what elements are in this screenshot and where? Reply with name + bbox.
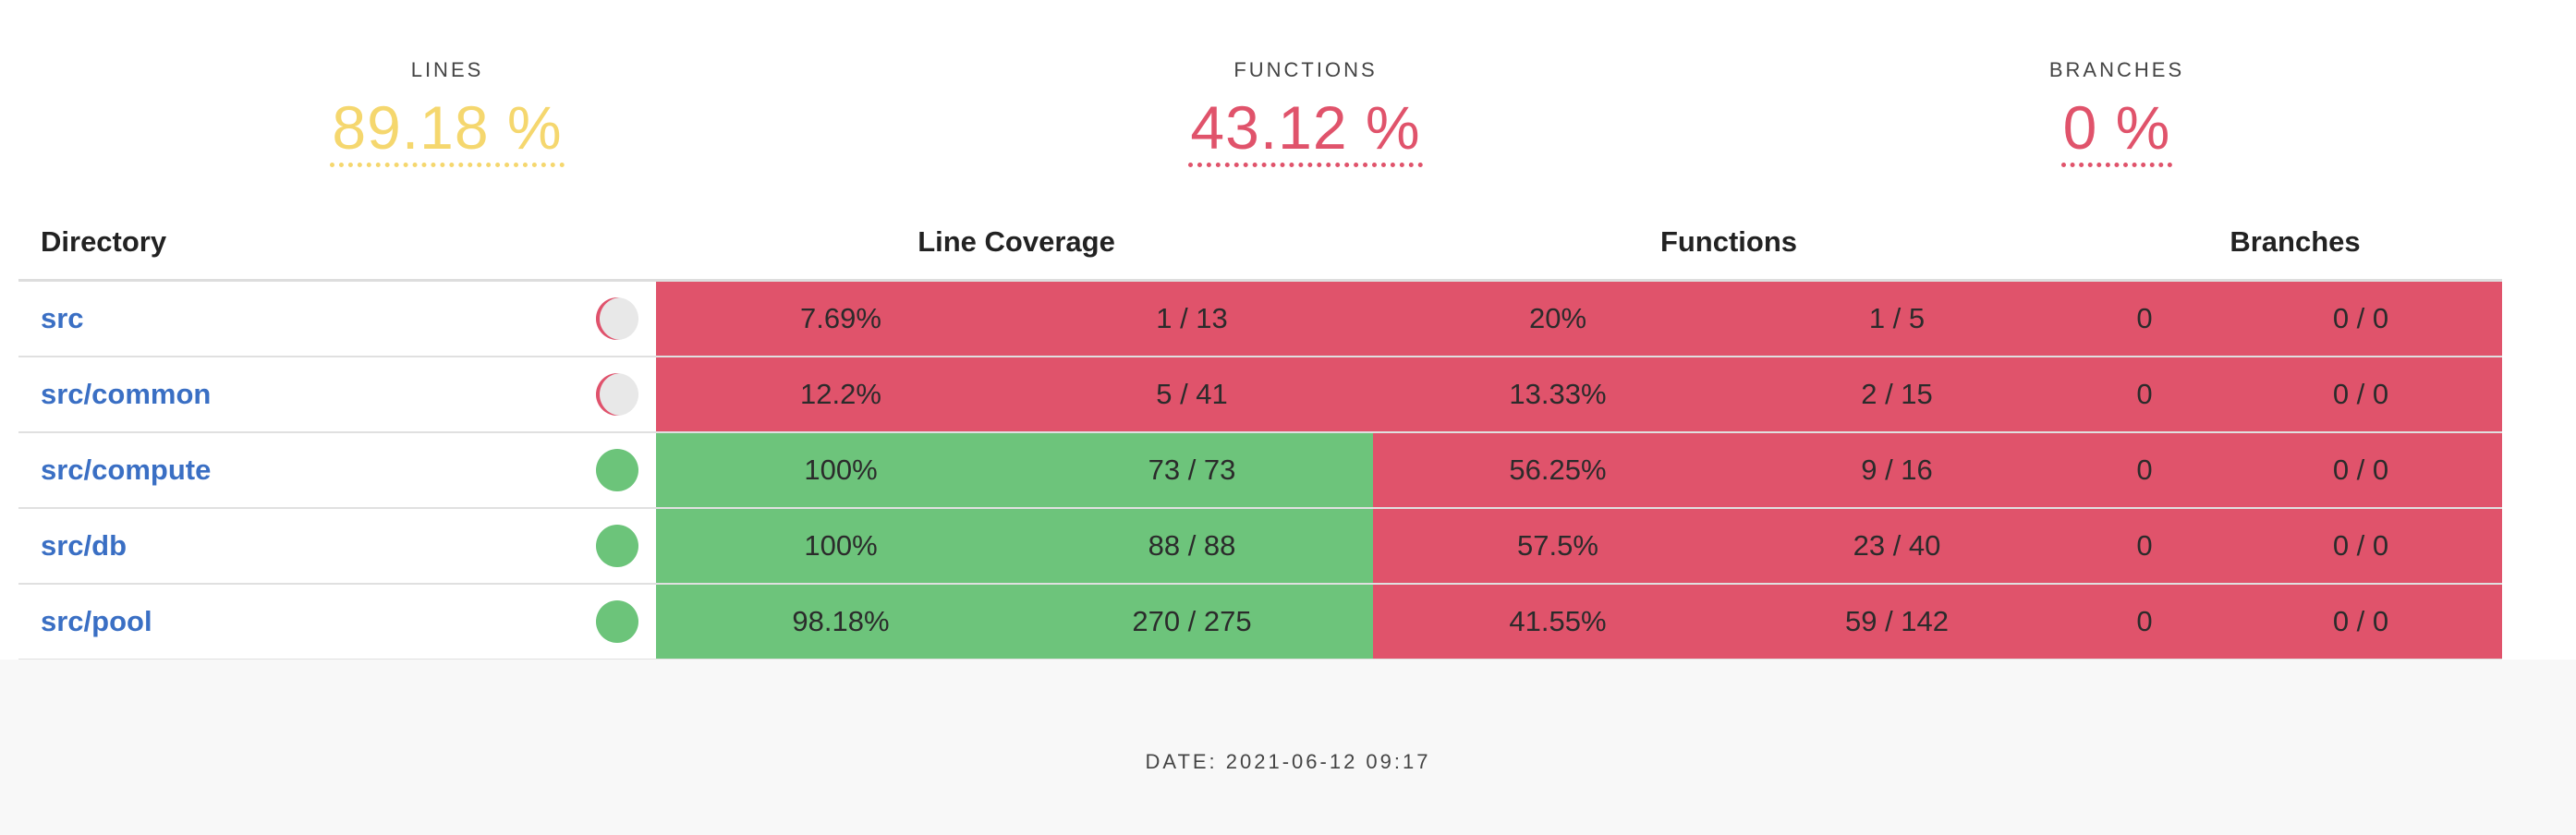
branch-count: 0 / 0 [2332, 605, 2389, 637]
line-percent: 100% [804, 454, 878, 486]
header-line-coverage[interactable]: Line Coverage [917, 225, 1115, 258]
line-coverage-bar [656, 433, 1373, 507]
summary-functions: FUNCTIONS 43.12 % [1112, 57, 1500, 167]
branch-percent: 0 [2136, 378, 2153, 410]
directory-cell: src [18, 282, 656, 356]
header-branches[interactable]: Branches [2230, 225, 2361, 258]
branch-percent: 0 [2136, 529, 2153, 562]
summary-lines-label: LINES [410, 58, 484, 81]
directory-link[interactable]: src/compute [41, 454, 212, 486]
function-count: 9 / 16 [1861, 454, 1933, 486]
table-row: src/compute 100% 73 / 73 56.25% 9 / 16 0… [18, 433, 2502, 509]
line-coverage-bar [656, 509, 1373, 583]
directory-link[interactable]: src/common [41, 378, 212, 410]
line-count: 1 / 13 [1156, 302, 1228, 334]
function-percent: 20% [1528, 302, 1587, 334]
directory-cell: src/compute [18, 433, 656, 507]
line-count: 73 / 73 [1148, 454, 1236, 486]
function-count: 1 / 5 [1868, 302, 1926, 334]
line-percent: 100% [804, 529, 878, 562]
function-percent: 57.5% [1517, 529, 1598, 562]
coverage-table: Directory Line Coverage Functions Branch… [18, 211, 2502, 660]
summary-branches-value[interactable]: 0 % [2060, 92, 2173, 167]
function-count: 23 / 40 [1853, 529, 1941, 562]
table-row: src 7.69% 1 / 13 20% 1 / 5 0 0 / 0 [18, 282, 2502, 357]
function-percent: 13.33% [1509, 378, 1607, 410]
table-header: Directory Line Coverage Functions Branch… [18, 211, 2502, 282]
table-row: src/db 100% 88 / 88 57.5% 23 / 40 0 0 / … [18, 509, 2502, 585]
coverage-pie-icon [596, 373, 638, 416]
function-percent: 56.25% [1509, 454, 1607, 486]
directory-link[interactable]: src/db [41, 529, 128, 562]
line-coverage-bar [656, 357, 1373, 431]
line-count: 5 / 41 [1156, 378, 1228, 410]
line-count: 270 / 275 [1132, 605, 1252, 637]
branch-percent: 0 [2136, 605, 2153, 637]
branch-count: 0 / 0 [2332, 529, 2389, 562]
line-percent: 12.2% [800, 378, 881, 410]
summary-lines-value[interactable]: 89.18 % [330, 92, 565, 167]
summary-branches: BRANCHES 0 % [1923, 57, 2311, 167]
coverage-pie-icon [596, 449, 638, 491]
summary-branches-label: BRANCHES [2048, 58, 2185, 81]
coverage-pie-icon [596, 600, 638, 643]
directory-link[interactable]: src [41, 302, 84, 334]
function-percent: 41.55% [1509, 605, 1607, 637]
summary-lines: LINES 89.18 % [253, 57, 641, 167]
branch-percent: 0 [2136, 302, 2153, 334]
table-row: src/pool 98.18% 270 / 275 41.55% 59 / 14… [18, 585, 2502, 660]
functions-branches-bar [1373, 433, 2502, 507]
line-percent: 98.18% [792, 605, 890, 637]
line-count: 88 / 88 [1148, 529, 1236, 562]
header-directory[interactable]: Directory [41, 225, 167, 258]
summary-functions-value[interactable]: 43.12 % [1188, 92, 1423, 167]
line-percent: 7.69% [800, 302, 881, 334]
functions-branches-bar [1373, 585, 2502, 659]
coverage-summary: LINES 89.18 % FUNCTIONS 43.12 % BRANCHES… [0, 57, 2576, 177]
functions-branches-bar [1373, 282, 2502, 356]
summary-functions-label: FUNCTIONS [1233, 58, 1378, 81]
branch-count: 0 / 0 [2332, 454, 2389, 486]
function-count: 2 / 15 [1861, 378, 1933, 410]
line-coverage-bar [656, 282, 1373, 356]
functions-branches-bar [1373, 357, 2502, 431]
coverage-pie-icon [596, 525, 638, 567]
directory-cell: src/db [18, 509, 656, 583]
header-functions[interactable]: Functions [1659, 225, 1798, 258]
directory-cell: src/pool [18, 585, 656, 659]
branch-count: 0 / 0 [2332, 302, 2389, 334]
directory-link[interactable]: src/pool [41, 605, 152, 637]
function-count: 59 / 142 [1844, 605, 1950, 637]
footer: DATE: 2021-06-12 09:17 [0, 660, 2576, 835]
functions-branches-bar [1373, 509, 2502, 583]
branch-count: 0 / 0 [2332, 378, 2389, 410]
directory-cell: src/common [18, 357, 656, 431]
table-row: src/common 12.2% 5 / 41 13.33% 2 / 15 0 … [18, 357, 2502, 433]
branch-percent: 0 [2136, 454, 2153, 486]
report-date: DATE: 2021-06-12 09:17 [1145, 750, 1431, 773]
line-coverage-bar [656, 585, 1373, 659]
coverage-pie-icon [596, 297, 638, 340]
